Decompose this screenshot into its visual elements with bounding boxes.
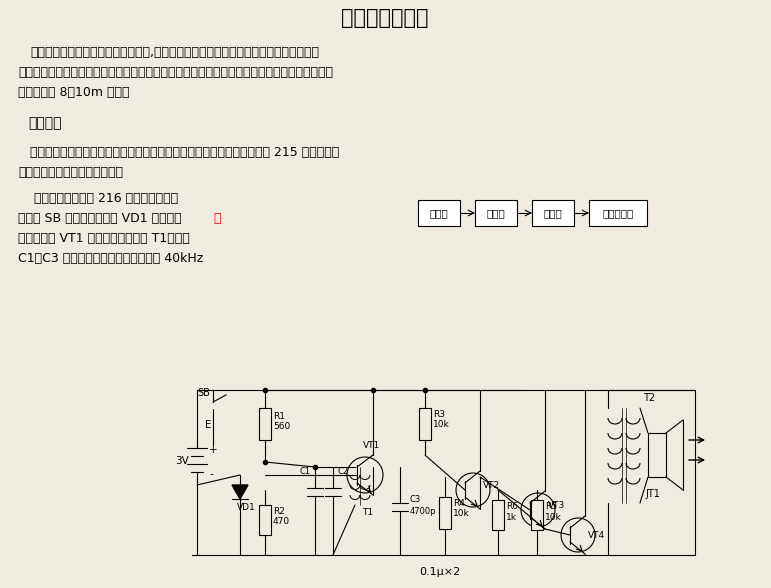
Text: T2: T2 <box>643 393 655 403</box>
Text: T1: T1 <box>362 508 373 517</box>
Text: R4: R4 <box>453 499 465 508</box>
Bar <box>475 200 517 226</box>
Text: 发射换能器: 发射换能器 <box>602 208 634 218</box>
Bar <box>532 200 574 226</box>
Text: 470: 470 <box>273 517 290 526</box>
Bar <box>259 408 271 440</box>
Text: 10k: 10k <box>453 509 470 518</box>
Text: 放大器: 放大器 <box>544 208 562 218</box>
Bar <box>589 200 647 226</box>
Text: 振荡器: 振荡器 <box>429 208 449 218</box>
Text: 发送电路原理如图 216 所示。当按下按: 发送电路原理如图 216 所示。当按下按 <box>18 192 178 205</box>
Text: VT4: VT4 <box>588 530 605 540</box>
Text: VT3: VT3 <box>548 500 565 509</box>
Text: 状: 状 <box>213 212 221 225</box>
Bar <box>259 505 271 535</box>
Text: R6: R6 <box>506 502 518 511</box>
Text: 态。三极管 VT1 起振工作。由线圈 T1、电容: 态。三极管 VT1 起振工作。由线圈 T1、电容 <box>18 232 190 245</box>
Bar <box>418 200 460 226</box>
Bar <box>492 500 504 530</box>
Text: 0.1μ×2: 0.1μ×2 <box>419 567 460 577</box>
Text: 本电路主要由发送电路和接收电路两大部分所组成。发送电路方框图如图 215 所示，它由: 本电路主要由发送电路和接收电路两大部分所组成。发送电路方框图如图 215 所示，… <box>30 146 339 159</box>
Text: R1: R1 <box>273 412 285 421</box>
Text: 直线距离为 8～10m 范围。: 直线距离为 8～10m 范围。 <box>18 86 130 99</box>
Bar <box>531 500 543 530</box>
Text: VD1: VD1 <box>237 503 256 512</box>
Text: R3: R3 <box>433 410 445 419</box>
Text: 10k: 10k <box>433 420 449 429</box>
Text: 560: 560 <box>273 422 290 431</box>
Text: 键开关 SB 时，发光二极管 VD1 显示工作: 键开关 SB 时，发光二极管 VD1 显示工作 <box>18 212 182 225</box>
Text: R5: R5 <box>545 502 557 511</box>
Text: JT1: JT1 <box>645 489 661 499</box>
Text: 4700p: 4700p <box>410 507 436 516</box>
Bar <box>648 433 666 477</box>
Text: C3: C3 <box>410 495 421 503</box>
Text: 3V: 3V <box>175 456 189 466</box>
Text: +: + <box>209 445 217 455</box>
Text: C2: C2 <box>337 467 348 476</box>
Text: C1: C1 <box>300 467 311 476</box>
Text: 10k: 10k <box>545 513 562 522</box>
Text: R2: R2 <box>273 507 284 516</box>
Text: 振荡、缓冲、放大、换能组成。: 振荡、缓冲、放大、换能组成。 <box>18 166 123 179</box>
Polygon shape <box>232 485 248 499</box>
Text: -: - <box>209 469 213 479</box>
Text: VT1: VT1 <box>363 441 380 450</box>
Text: VT2: VT2 <box>483 480 500 489</box>
Text: 工作原理: 工作原理 <box>28 116 62 130</box>
Text: 超声波遥控开关: 超声波遥控开关 <box>342 8 429 28</box>
Text: 缓冲器: 缓冲器 <box>487 208 505 218</box>
Bar <box>419 408 431 440</box>
Bar <box>439 497 451 529</box>
Text: SB: SB <box>197 388 210 398</box>
Text: 开或关。该电路具有结构简单、抗干扰性强、动作稳定可靠、易于制作、安装方便等特点。遥控: 开或关。该电路具有结构简单、抗干扰性强、动作稳定可靠、易于制作、安装方便等特点。… <box>18 66 333 79</box>
Text: E: E <box>205 420 211 430</box>
Text: C1～C3 构成振荡回路，其振荡频率在 40kHz: C1～C3 构成振荡回路，其振荡频率在 40kHz <box>18 252 204 265</box>
Text: 1k: 1k <box>506 513 517 522</box>
Text: 本文介绍一种实用的超声波遥控开关,它可用于遥控电灯、电视机、电风扇等家用电器的: 本文介绍一种实用的超声波遥控开关,它可用于遥控电灯、电视机、电风扇等家用电器的 <box>30 46 319 59</box>
